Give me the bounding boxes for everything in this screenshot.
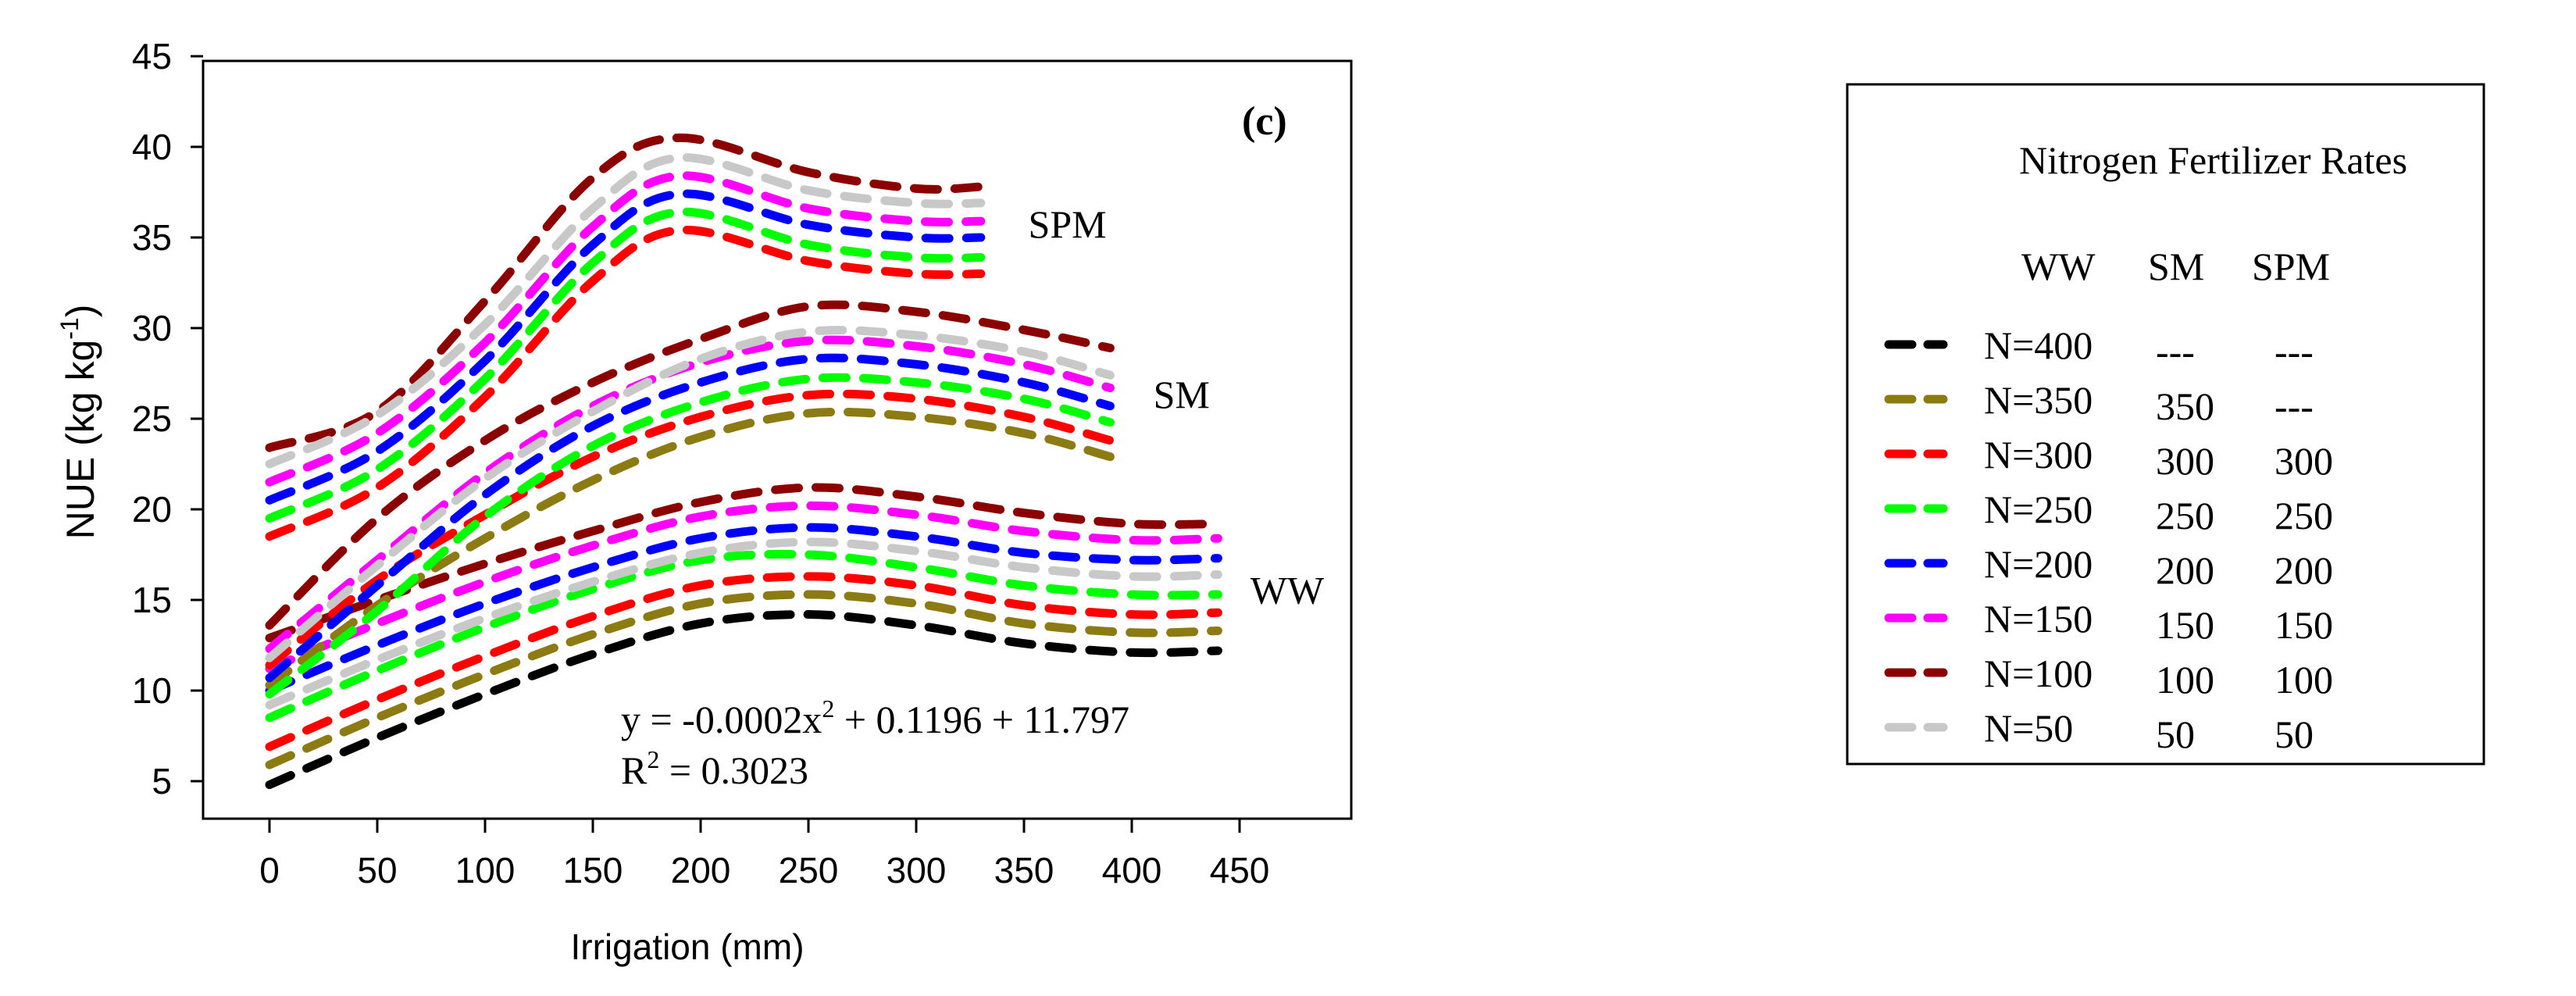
- legend-spm-value: 250: [2275, 494, 2333, 537]
- legend-ww-value: N=400: [1984, 323, 2093, 367]
- legend-sm-value: 350: [2156, 384, 2214, 428]
- group-label-spm: SPM: [1029, 202, 1107, 246]
- legend-ww-value: N=200: [1984, 542, 2093, 586]
- legend-spm-value: 50: [2275, 712, 2314, 756]
- series-line-ww-n-400: [265, 610, 1222, 790]
- x-tick-label: 100: [455, 850, 516, 891]
- series-line-ww-n-300: [265, 572, 1222, 751]
- legend-title: Nitrogen Fertilizer Rates: [2019, 138, 2407, 182]
- y-axis-title-end: ): [59, 305, 102, 318]
- series-line-sm-n-100: [265, 300, 1115, 630]
- y-tick-label: 40: [132, 127, 172, 167]
- panel-label: (c): [1242, 99, 1287, 144]
- equation-line-2-b: = 0.3023: [659, 748, 808, 792]
- y-tick-label: 10: [132, 670, 172, 711]
- legend-spm-value: 150: [2275, 603, 2333, 647]
- series-line-spm-n-50: [265, 153, 986, 469]
- y-axis-title-sup: -1: [55, 317, 84, 339]
- y-tick-label: 35: [132, 217, 172, 258]
- series-line-sm-n-200: [265, 353, 1115, 683]
- x-tick-label: 350: [994, 850, 1054, 891]
- legend-sm-value: 50: [2156, 712, 2195, 756]
- x-tick-label: 0: [259, 850, 280, 891]
- x-axis-title: Irrigation (mm): [570, 926, 804, 967]
- series-line-ww-n-100: [265, 483, 1222, 643]
- group-label-sm: SM: [1154, 373, 1210, 416]
- y-tick-label: 15: [132, 580, 172, 620]
- legend-sm-value: 150: [2156, 603, 2214, 647]
- legend-header-spm: SPM: [2252, 245, 2330, 288]
- legend-sm-value: 300: [2156, 439, 2214, 483]
- y-axis-title: NUE (kg kg-1): [55, 305, 102, 540]
- legend-header-ww: WW: [2021, 245, 2096, 288]
- equation-line-1-sup: 2: [822, 694, 834, 723]
- y-tick-label: 30: [132, 308, 172, 348]
- series-line-spm-n-300: [265, 225, 986, 541]
- x-tick-label: 300: [887, 850, 947, 891]
- legend-sm-value: 100: [2156, 658, 2214, 701]
- equation-line-2: R2 = 0.3023: [621, 745, 808, 792]
- legend-ww-value: N=300: [1984, 433, 2093, 477]
- series-line-sm-n-50: [265, 326, 1115, 662]
- legend-spm-value: 100: [2275, 658, 2333, 701]
- legend-sm-value: ---: [2156, 330, 2195, 373]
- legend-ww-value: N=50: [1984, 706, 2073, 750]
- series-line-ww-n-350: [265, 590, 1222, 769]
- equation-line-1-b: + 0.1196 + 11.797: [834, 698, 1129, 741]
- legend-spm-value: 200: [2275, 548, 2333, 592]
- y-tick-label: 5: [152, 761, 172, 801]
- equation-line-1-a: y = -0.0002x: [621, 698, 822, 741]
- legend-sm-value: 250: [2156, 494, 2214, 537]
- series-line-ww-n-50: [265, 537, 1222, 710]
- series-line-spm-n-150: [265, 171, 986, 487]
- legend-spm-value: ---: [2275, 330, 2314, 373]
- series-line-ww-n-250: [265, 549, 1222, 723]
- series-line-ww-n-200: [265, 523, 1222, 695]
- plot-frame: [202, 59, 1353, 820]
- legend-box: [1846, 83, 2485, 766]
- group-label-ww: WW: [1251, 569, 1325, 612]
- x-tick-label: 150: [563, 850, 623, 891]
- legend-ww-value: N=100: [1984, 652, 2093, 695]
- series-line-spm-n-200: [265, 189, 986, 505]
- legend-ww-value: N=350: [1984, 378, 2093, 422]
- series-line-sm-n-250: [265, 373, 1115, 699]
- equation-line-1: y = -0.0002x2 + 0.1196 + 11.797: [621, 694, 1129, 741]
- legend-header-sm: SM: [2148, 245, 2204, 288]
- x-tick-label: 250: [779, 850, 839, 891]
- series-line-sm-n-350: [265, 407, 1115, 690]
- legend-spm-value: 300: [2275, 439, 2333, 483]
- series-line-ww-n-150: [265, 501, 1222, 673]
- series-line-spm-n-250: [265, 207, 986, 523]
- x-tick-label: 400: [1102, 850, 1162, 891]
- x-tick-label: 200: [671, 850, 731, 891]
- y-tick-label: 45: [132, 36, 172, 77]
- legend-ww-value: N=250: [1984, 487, 2093, 531]
- legend-spm-value: ---: [2275, 384, 2314, 428]
- x-tick-label: 50: [357, 850, 397, 891]
- y-axis-title-main: NUE (kg kg: [59, 340, 102, 540]
- legend-ww-value: N=150: [1984, 597, 2093, 641]
- equation-line-2-sup: 2: [647, 745, 659, 773]
- y-tick-label: 20: [132, 489, 172, 530]
- legend-sm-value: 200: [2156, 548, 2214, 592]
- equation-line-2-a: R: [621, 748, 648, 792]
- x-tick-label: 450: [1210, 850, 1270, 891]
- legend-rows: N=400 --- --- N=350 350 --- N=300 300 300 N=250 25…: [1884, 323, 2333, 756]
- series-layer: [265, 133, 1222, 790]
- y-tick-label: 25: [132, 398, 172, 439]
- group-labels: SPM SM WW: [1029, 202, 1325, 612]
